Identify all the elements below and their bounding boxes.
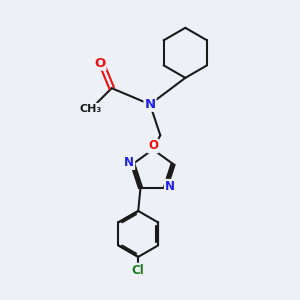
Text: O: O: [148, 140, 158, 152]
Text: O: O: [94, 57, 106, 70]
Text: N: N: [144, 98, 156, 111]
Text: CH₃: CH₃: [80, 104, 102, 114]
Text: N: N: [165, 180, 175, 193]
Text: N: N: [124, 156, 134, 169]
Text: Cl: Cl: [132, 264, 145, 277]
